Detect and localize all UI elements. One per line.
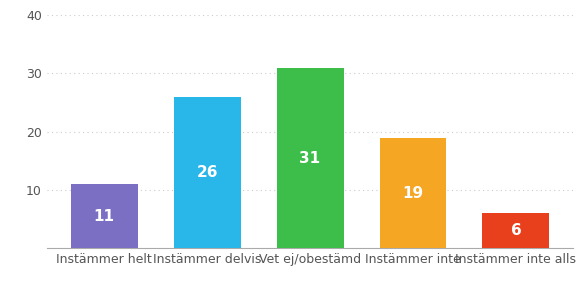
Text: 6: 6: [511, 223, 521, 238]
Bar: [483, 213, 549, 248]
Bar: [174, 97, 240, 248]
Text: 11: 11: [94, 209, 115, 224]
Text: 19: 19: [402, 185, 424, 201]
Text: 31: 31: [300, 151, 321, 165]
Bar: [380, 138, 446, 248]
Text: 26: 26: [197, 165, 218, 180]
Bar: [71, 184, 137, 248]
Bar: [277, 68, 343, 248]
